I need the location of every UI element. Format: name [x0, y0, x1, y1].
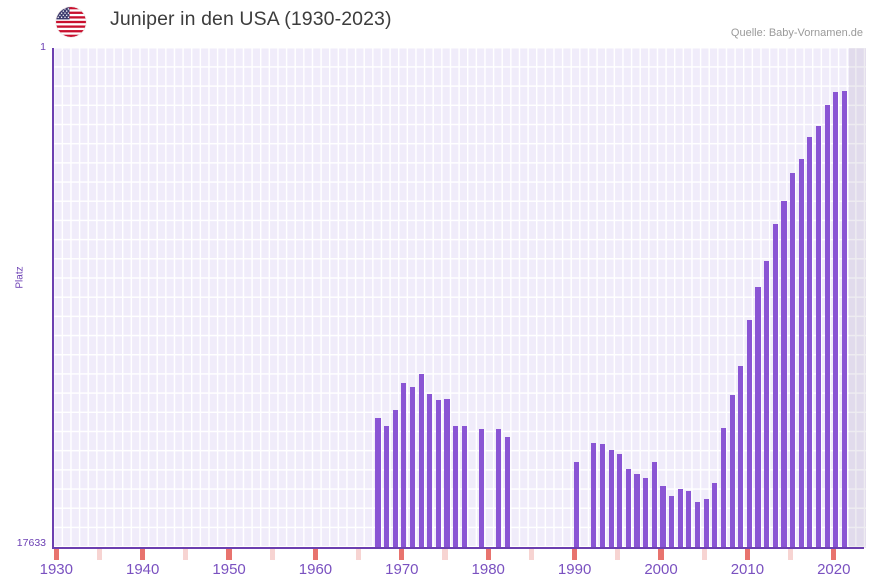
bar-1993[interactable] — [599, 444, 606, 548]
bar-2000[interactable] — [660, 486, 666, 548]
bar-1981[interactable] — [496, 429, 502, 548]
bar-1970[interactable] — [401, 382, 407, 548]
us-flag-icon — [56, 7, 86, 37]
x-tick-mark-1955 — [269, 549, 275, 560]
x-axis-tick-1950: 1950 — [212, 561, 246, 578]
bar-2019[interactable] — [824, 104, 830, 548]
x-axis-line — [52, 547, 864, 549]
bar-1968[interactable] — [383, 425, 390, 548]
bar-1994[interactable] — [608, 450, 614, 548]
x-tick-mark-1960 — [312, 549, 319, 560]
chart-header: Juniper in den USA (1930-2023) Quelle: B… — [0, 0, 873, 44]
x-axis-tick-2020: 2020 — [817, 561, 851, 578]
bar-2001[interactable] — [669, 496, 675, 548]
x-axis-tick-1980: 1980 — [471, 561, 505, 578]
bar-1974[interactable] — [435, 400, 441, 548]
bar-2021[interactable] — [841, 90, 847, 548]
bar-2002[interactable] — [677, 488, 683, 548]
bar-1971[interactable] — [409, 387, 416, 548]
x-axis-tick-1940: 1940 — [126, 561, 160, 578]
bar-1976[interactable] — [453, 425, 459, 548]
bar-2006[interactable] — [712, 482, 718, 548]
x-tick-mark-1965 — [356, 549, 362, 560]
x-axis-tick-1960: 1960 — [298, 561, 333, 578]
x-tick-mark-1935 — [96, 549, 103, 560]
x-tick-mark-2010 — [744, 549, 750, 560]
bar-2018[interactable] — [815, 126, 822, 548]
x-tick-mark-1975 — [442, 549, 448, 560]
bar-2011[interactable] — [755, 286, 761, 548]
bar-1990[interactable] — [574, 462, 580, 548]
bar-series — [54, 48, 866, 548]
x-axis-tick-2000: 2000 — [644, 561, 678, 578]
source-attribution: Quelle: Baby-Vornamen.de — [730, 27, 863, 39]
x-axis-tick-1930: 1930 — [39, 561, 73, 578]
bar-1995[interactable] — [617, 453, 623, 548]
x-axis-tick-1990: 1990 — [557, 561, 592, 578]
y-axis-tick-bottom: 17633 — [16, 537, 46, 549]
x-tick-mark-1940 — [140, 549, 146, 560]
bar-1999[interactable] — [651, 462, 657, 548]
bar-1977[interactable] — [461, 425, 467, 548]
y-axis-tick-top: 1 — [40, 41, 46, 53]
bar-1975[interactable] — [444, 399, 450, 548]
page-title: Juniper in den USA (1930-2023) — [110, 8, 392, 30]
bar-1996[interactable] — [625, 468, 632, 548]
x-tick-mark-2015 — [787, 549, 794, 560]
x-axis-tick-2010: 2010 — [730, 561, 765, 578]
bar-1998[interactable] — [643, 478, 649, 548]
x-tick-mark-2000 — [658, 549, 664, 560]
x-tick-mark-2020 — [831, 549, 837, 560]
y-axis-title: Platz — [14, 266, 26, 289]
bar-1979[interactable] — [479, 429, 485, 548]
bar-2005[interactable] — [703, 498, 709, 548]
x-tick-mark-1930 — [53, 549, 59, 560]
bar-2007[interactable] — [720, 427, 727, 548]
x-tick-mark-1990 — [572, 549, 578, 560]
x-tick-mark-1945 — [183, 549, 189, 560]
bar-2013[interactable] — [772, 223, 778, 548]
bar-2014[interactable] — [781, 201, 787, 548]
bar-2020[interactable] — [833, 92, 839, 548]
bar-1982[interactable] — [504, 437, 511, 548]
bar-1997[interactable] — [634, 473, 640, 548]
x-axis-tick-1970: 1970 — [385, 561, 419, 578]
x-tick-mark-1950 — [226, 549, 232, 560]
bar-2009[interactable] — [738, 365, 744, 548]
bar-2016[interactable] — [798, 158, 804, 548]
bar-2008[interactable] — [729, 395, 735, 548]
bar-2017[interactable] — [807, 137, 813, 548]
x-tick-mark-1980 — [485, 549, 491, 560]
bar-1967[interactable] — [375, 418, 381, 548]
x-tick-mark-1985 — [528, 549, 534, 560]
bar-1969[interactable] — [392, 410, 398, 548]
plot-area — [52, 48, 866, 548]
x-tick-mark-1970 — [399, 549, 405, 560]
bar-1992[interactable] — [591, 443, 597, 548]
x-tick-mark-1995 — [615, 549, 621, 560]
x-tick-mark-2005 — [701, 549, 707, 560]
bar-2004[interactable] — [694, 501, 701, 548]
bar-2003[interactable] — [686, 491, 692, 548]
bar-1972[interactable] — [418, 373, 424, 548]
bar-1973[interactable] — [427, 393, 433, 548]
bar-2012[interactable] — [764, 260, 770, 548]
bar-2015[interactable] — [789, 173, 796, 548]
x-axis-tick-marks — [52, 549, 864, 560]
bar-2010[interactable] — [746, 320, 752, 548]
